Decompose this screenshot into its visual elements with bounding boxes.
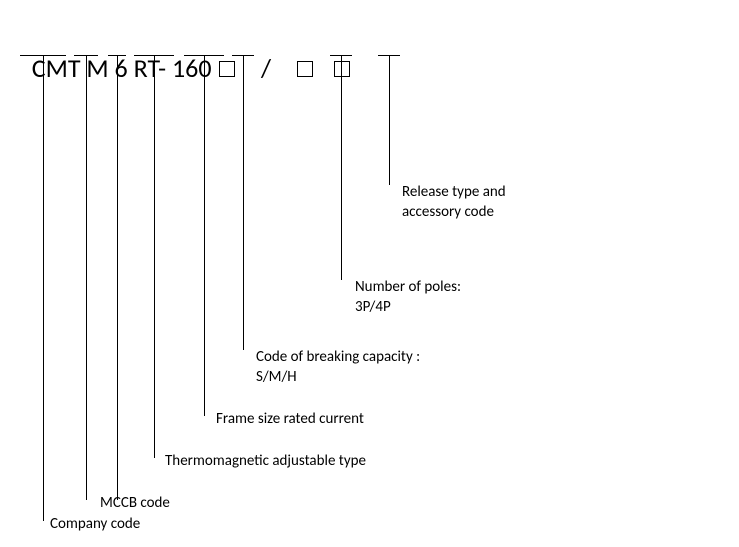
label-breaking-line2: S/M/H [256, 368, 297, 386]
seg-company: CMT [32, 52, 81, 84]
label-release-line1: Release type and [402, 183, 506, 201]
label-mccb: MCCB code [100, 494, 170, 514]
seg-slash: / [261, 52, 271, 84]
tbar-v-release [389, 55, 390, 185]
label-release-line2: accessory code [402, 203, 494, 221]
tbar-v-company [43, 55, 44, 521]
seg-mccb: M [86, 52, 108, 84]
placeholder-breaking [219, 61, 235, 77]
label-company: Company code [50, 515, 140, 535]
tbar-v-poles [341, 55, 342, 280]
label-poles-line1: Number of poles: [355, 278, 461, 296]
label-poles: Number of poles: 3P/4P [355, 278, 461, 317]
label-poles-line2: 3P/4P [355, 298, 391, 316]
placeholder-release [334, 61, 350, 77]
tbar-v-breaking [243, 55, 244, 350]
placeholder-poles [297, 61, 313, 77]
tbar-v-mccb [86, 55, 87, 500]
label-breaking: Code of breaking capacity : S/M/H [256, 348, 420, 387]
tbar-v-six [117, 55, 118, 500]
tbar-v-rt [154, 55, 155, 458]
model-code: CMT M 6 RT- 160 / [20, 20, 352, 84]
label-frame: Frame size rated current [216, 410, 364, 430]
label-thermo: Thermomagnetic adjustable type [165, 452, 366, 472]
label-release: Release type and accessory code [402, 183, 506, 222]
label-breaking-line1: Code of breaking capacity : [256, 348, 420, 366]
seg-160: 160 [172, 52, 212, 84]
tbar-v-frame [204, 55, 205, 416]
seg-rt: RT- [134, 52, 166, 84]
